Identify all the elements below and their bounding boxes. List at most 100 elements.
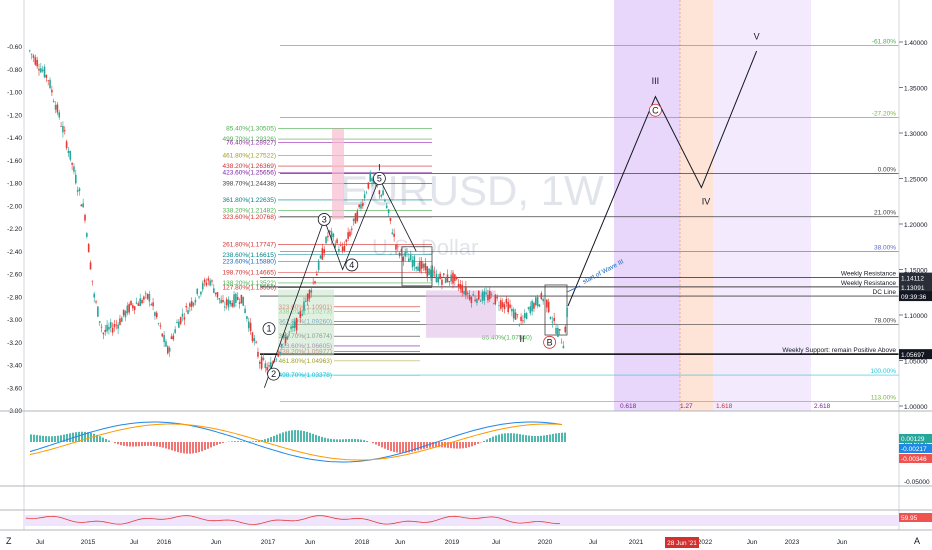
candle-body [481,292,484,301]
candle-body [36,59,38,67]
macd-bar [69,433,71,442]
candle-body [428,268,430,276]
candle-body [167,346,169,354]
candle-body [144,292,147,294]
macd-value-tag: -0.00217 [901,446,927,453]
macd-bar [204,442,206,451]
left-axis-tick: -2.80 [7,294,22,301]
candle-body [306,293,309,302]
macd-bar [357,439,359,442]
macd-bar [561,432,563,442]
macd-bar [258,440,260,442]
wave-label: III [652,76,660,86]
candle-body [209,280,211,286]
candle-body [367,182,370,189]
candle-body [474,299,476,301]
fib-left-label: 223.60%(1.15880) [223,258,277,265]
macd-bar [186,442,188,454]
macd-bar [297,430,299,442]
macd-bar [504,433,506,442]
macd-bar [45,436,47,442]
candle-body [402,256,405,262]
macd-value-tag: -0.00346 [901,456,927,463]
candle-body [433,271,436,273]
macd-bar [276,434,278,442]
candle-body [503,304,506,310]
candle-body [334,243,337,248]
candle-body [196,288,199,295]
candle-body [397,246,399,248]
candle-body [95,301,97,303]
macd-bar [126,442,128,447]
time-axis-tick: 2016 [157,539,172,546]
candle-body [476,298,478,303]
time-axis-tick: 2020 [538,539,553,546]
candle-body [231,302,233,307]
candle-body [128,304,130,313]
macd-bar [207,442,209,449]
candle-body [60,125,62,127]
wave-label-circle [267,367,281,381]
macd-bar [198,442,200,453]
candle-body [198,296,200,298]
macd-bar [438,442,440,448]
macd-bar [342,439,344,442]
candle-body [312,282,314,284]
time-fib-label: 1.618 [716,403,733,410]
macd-bar [279,433,281,442]
candle-body [222,299,224,303]
left-axis-tick: -3.00 [7,317,22,324]
left-axis-tick: -1.20 [7,112,22,119]
candle-body [38,68,40,71]
candle-body [472,294,475,296]
candle-body [183,317,186,320]
macd-bar [432,442,434,448]
candle-body [281,343,283,347]
fib-left-label: 499.70%(1.29326) [223,136,277,143]
time-axis-tick: Jun [395,539,406,546]
candle-body [89,262,92,270]
macd-bar [114,442,116,444]
macd-bar [309,432,311,442]
macd-bar [195,442,197,453]
candle-body [352,218,355,222]
left-axis-tick: -3.40 [7,363,22,370]
candle-body [424,263,427,271]
candle-body [181,313,184,317]
wave-label: 3 [322,214,327,224]
macd-bar [360,439,362,442]
fib-mid-label: 85.40%(1.07540) [482,334,532,341]
candle-body [529,306,532,314]
macd-bar [222,442,224,443]
macd-bar [384,442,386,449]
annotation-arrow [566,285,581,293]
candle-body [531,301,533,312]
right-axis-tick: 1.20000 [904,222,928,229]
macd-bar [375,442,377,445]
candle-body [384,199,386,202]
footer-left-icon[interactable]: Z [6,536,12,546]
level-price-tag: 1.14112 [901,276,924,283]
candle-body [30,53,33,55]
macd-bar [450,442,452,449]
candle-body [398,253,401,256]
fib-right-label: 100.00% [870,368,896,375]
macd-bar [462,442,464,449]
candle-body [271,362,274,364]
left-axis-tick: -1.80 [7,181,22,188]
time-axis-tick: 2022 [698,539,713,546]
macd-bar [555,433,557,442]
candle-body [507,302,509,313]
candle-body [159,325,162,327]
right-axis-tick: 1.30000 [904,131,928,138]
left-axis-tick: -2.60 [7,272,22,279]
candle-body [512,309,515,319]
candle-body [111,327,114,333]
footer-right-icon[interactable]: A [914,536,920,546]
candle-body [514,312,517,320]
macd-bar [33,434,35,442]
time-axis-tick: 2015 [81,539,96,546]
candle-body [40,68,42,73]
candle-body [76,190,79,192]
